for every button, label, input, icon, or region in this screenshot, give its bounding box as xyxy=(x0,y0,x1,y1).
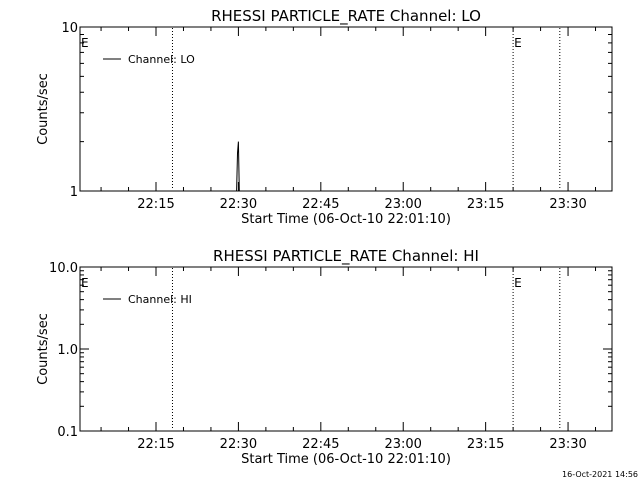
y-tick-label: 1 xyxy=(70,185,78,200)
legend-entry: Channel: HI xyxy=(128,293,192,306)
x-tick-label: 22:15 xyxy=(137,437,174,452)
event-marker: E xyxy=(514,276,522,290)
plot-frame xyxy=(79,26,613,192)
x-tick-label: 22:30 xyxy=(220,437,257,452)
event-marker: E xyxy=(81,36,89,50)
x-tick-label: 23:00 xyxy=(384,197,421,212)
legend-entry: Channel: LO xyxy=(128,53,195,66)
chart-title: RHESSI PARTICLE_RATE Channel: LO xyxy=(211,7,481,26)
x-axis-label: Start Time (06-Oct-10 22:01:10) xyxy=(241,212,451,227)
y-tick-label: 0.1 xyxy=(57,425,78,440)
plot-frame xyxy=(79,266,613,432)
timestamp: 16-Oct-2021 14:56 xyxy=(562,470,638,479)
x-tick-label: 22:45 xyxy=(302,197,339,212)
x-tick-label: 23:30 xyxy=(549,197,586,212)
y-tick-label: 10.0 xyxy=(49,261,78,276)
x-tick-label: 22:30 xyxy=(220,197,257,212)
x-tick-label: 23:30 xyxy=(549,437,586,452)
x-tick-label: 22:45 xyxy=(302,437,339,452)
x-axis-label: Start Time (06-Oct-10 22:01:10) xyxy=(241,452,451,467)
event-marker: E xyxy=(514,36,522,50)
series-line xyxy=(236,141,241,192)
event-marker: E xyxy=(81,276,89,290)
x-tick-label: 22:15 xyxy=(137,197,174,212)
x-tick-label: 23:00 xyxy=(384,437,421,452)
chart-title: RHESSI PARTICLE_RATE Channel: HI xyxy=(213,247,479,266)
x-tick-label: 23:15 xyxy=(467,437,504,452)
panel-lo: RHESSI PARTICLE_RATE Channel: LO 22:15 22:… xyxy=(36,7,613,227)
y-axis-label: Counts/sec xyxy=(36,73,51,145)
x-tick-label: 23:15 xyxy=(467,197,504,212)
y-tick-label: 10 xyxy=(61,21,78,36)
y-tick-label: 1.0 xyxy=(57,343,78,358)
panel-hi: RHESSI PARTICLE_RATE Channel: HI 22:15 22:… xyxy=(36,247,613,467)
y-axis-label: Counts/sec xyxy=(36,313,51,385)
